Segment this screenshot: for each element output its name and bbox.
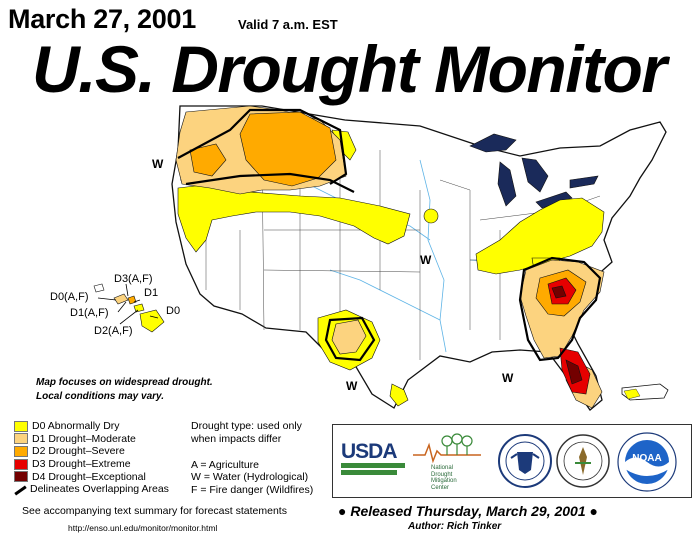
ndmc-text-3: Mitigation (431, 478, 457, 484)
legend-item-d2: D2 Drought–Severe (14, 445, 169, 458)
legend-label-d2: D2 Drought–Severe (32, 445, 125, 458)
legend-item-boundary: Delineates Overlapping Areas (14, 483, 169, 496)
drought-type-agriculture: A = Agriculture (191, 458, 259, 471)
ndmc-logo: National Drought Mitigation Center (411, 431, 485, 495)
legend-item-d1: D1 Drought–Moderate (14, 433, 169, 446)
map-note-line2: Local conditions may vary. (36, 391, 165, 402)
puerto-rico-d0 (623, 388, 641, 400)
department-of-commerce-seal-icon (498, 434, 552, 488)
monitor-url[interactable]: http://enso.unl.edu/monitor/monitor.html (68, 523, 218, 533)
legend-label-d3: D3 Drought–Extreme (32, 458, 131, 471)
release-date-text: Released Thursday, March 29, 2001 (350, 503, 586, 519)
legend-swatch-d1 (14, 433, 28, 445)
map-label-w-texas: W (346, 379, 358, 393)
ndmc-text-1: National (431, 465, 454, 471)
legend-item-d0: D0 Abnormally Dry (14, 420, 169, 433)
map-date: March 27, 2001 (8, 4, 196, 34)
boundary-line-icon (14, 485, 26, 494)
drought-type-intro-2: when impacts differ (191, 432, 282, 445)
map-label-w-central: W (420, 253, 432, 267)
legend-label-d1: D1 Drought–Moderate (32, 432, 136, 445)
d2-areas (189, 111, 587, 317)
legend-swatch-d4 (14, 471, 28, 483)
bullet-icon: ● (585, 503, 598, 519)
legend-swatch-d2 (14, 445, 28, 457)
forecast-note: See accompanying text summary for foreca… (22, 505, 287, 517)
usda-logo-text: USDA (341, 440, 398, 463)
great-lakes (469, 133, 599, 209)
legend-label-d0: D0 Abnormally Dry (32, 420, 120, 433)
page-title: U.S. Drought Monitor (32, 32, 667, 106)
map-label-w-southeast: W (502, 371, 514, 385)
bullet-icon: ● (338, 503, 351, 519)
hawaii-label-d0af: D0(A,F) (50, 291, 89, 303)
usda-seal-icon (556, 434, 610, 488)
map-note-line1: Map focuses on widespread drought. (36, 377, 213, 388)
legend-label-d4: D4 Drought–Exceptional (32, 470, 146, 483)
agency-logos: USDA National Drought Mitigation Center (332, 424, 692, 498)
hawaii-label-d2af: D2(A,F) (94, 325, 133, 337)
drought-type-water: W = Water (Hydrological) (191, 471, 309, 484)
legend-item-d3: D3 Drought–Extreme (14, 458, 169, 471)
drought-types: Drought type: used only when impacts dif… (191, 420, 313, 497)
ndmc-tree-icon (413, 433, 481, 464)
map-note: Map focuses on widespread drought. Local… (36, 376, 213, 404)
ndmc-text-4: Center (431, 484, 450, 491)
release-date: ● Released Thursday, March 29, 2001 ● (338, 503, 598, 519)
hawaii-pointers (97, 283, 159, 325)
ndmc-text-2: Drought (431, 471, 453, 478)
legend-label-boundary: Delineates Overlapping Areas (30, 483, 169, 496)
author: Author: Rich Tinker (408, 521, 502, 532)
noaa-logo-icon: NOAA (617, 432, 677, 492)
legend-swatch-d0 (14, 420, 28, 432)
hawaii-label-d1: D1 (144, 287, 158, 299)
hawaii-label-d0: D0 (166, 305, 180, 317)
overlap-boundaries (177, 108, 602, 362)
hawaii-islands (93, 283, 165, 333)
usda-logo: USDA (341, 441, 405, 479)
drought-type-fire: F = Fire danger (Wildfires) (191, 484, 314, 497)
legend: D0 Abnormally Dry D1 Drought–Moderate D2… (14, 420, 169, 496)
legend-item-d4: D4 Drought–Exceptional (14, 470, 169, 483)
noaa-logo-text: NOAA (632, 453, 661, 464)
d4-areas (551, 285, 583, 385)
drought-type-intro-1: Drought type: used only (191, 420, 302, 432)
valid-time: Valid 7 a.m. EST (238, 17, 338, 32)
hawaii-label-d1af: D1(A,F) (70, 307, 109, 319)
legend-swatch-d3 (14, 458, 28, 470)
map-label-w-northwest: W (152, 157, 164, 171)
hawaii-label-d3: D3(A,F) (114, 273, 153, 285)
